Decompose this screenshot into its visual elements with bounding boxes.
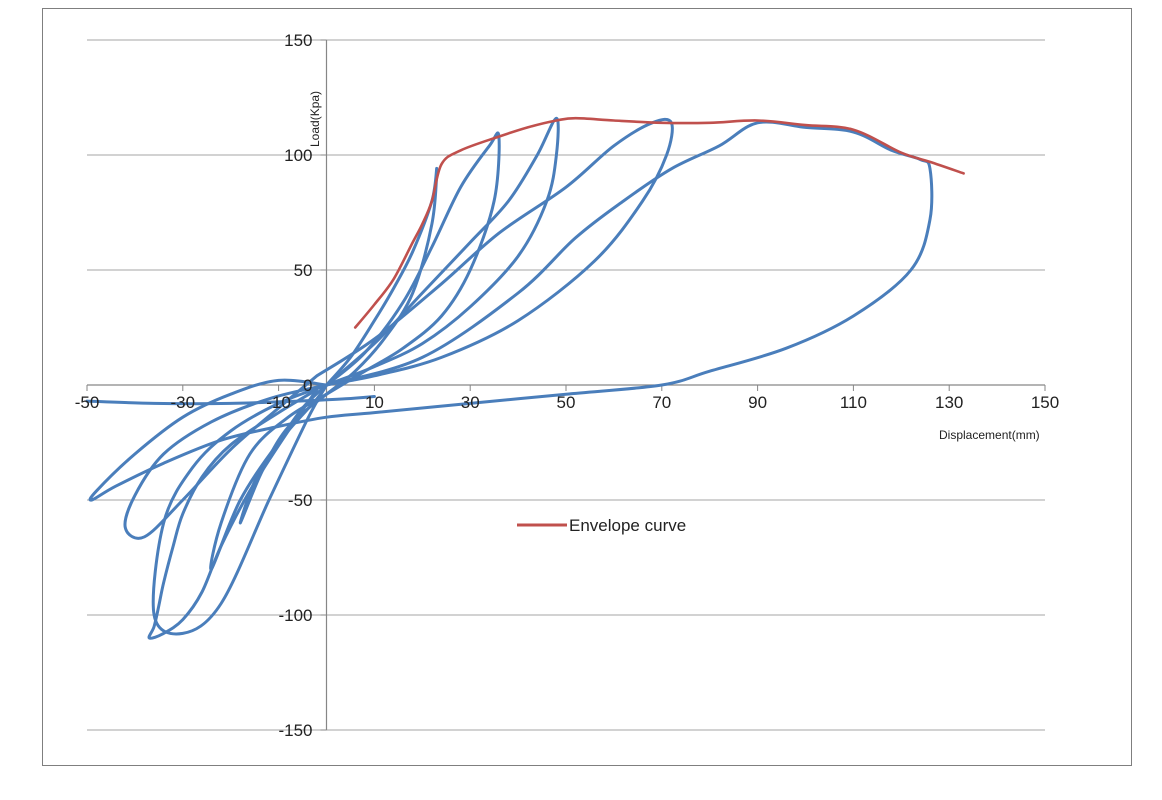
hysteresis-loop-line <box>123 117 674 540</box>
y-tick-label: 0 <box>303 376 312 395</box>
hysteresis-loop-line <box>85 395 376 406</box>
hysteresis-loop-line <box>88 120 934 502</box>
hysteresis-chart: -50 -30 -10 10 30 50 70 90 110 130 150 150 100 50 0 -50… <box>75 31 1059 740</box>
axis-layer <box>86 39 1046 731</box>
x-tick-label: 70 <box>652 393 671 412</box>
y-tick-label: 100 <box>284 146 312 165</box>
y-tick-label: -150 <box>278 721 312 740</box>
envelope-curve-line <box>353 116 965 329</box>
hysteresis-loops <box>85 116 934 640</box>
x-axis-title: Displacement(mm) <box>939 428 1040 442</box>
envelope-layer <box>353 116 965 329</box>
y-tick-label: 150 <box>284 31 312 50</box>
x-tick-label: 30 <box>461 393 480 412</box>
x-tick-label: -10 <box>266 393 291 412</box>
x-tick-label: -30 <box>171 393 196 412</box>
y-tick-label: -100 <box>278 606 312 625</box>
hysteresis-loop-line <box>209 131 501 571</box>
legend: Envelope curve <box>517 516 686 535</box>
legend-label-envelope: Envelope curve <box>569 516 686 535</box>
hysteresis-loop-line <box>147 388 319 640</box>
tick-labels: -50 -30 -10 10 30 50 70 90 110 130 150 150 100 50 0 -50… <box>75 31 1059 740</box>
x-tick-label: 90 <box>748 393 767 412</box>
x-tick-label: -50 <box>75 393 100 412</box>
y-tick-label: -50 <box>288 491 313 510</box>
x-tick-label: 110 <box>840 393 867 412</box>
x-tick-label: 150 <box>1031 393 1059 412</box>
chart-frame: -50 -30 -10 10 30 50 70 90 110 130 150 150 100 50 0 -50… <box>42 8 1132 766</box>
hysteresis-loop-line <box>151 116 560 636</box>
x-tick-label: 130 <box>935 393 963 412</box>
x-tick-label: 50 <box>557 393 576 412</box>
y-tick-label: 50 <box>294 261 313 280</box>
x-tick-label: 10 <box>365 393 384 412</box>
y-axis-title: Load(Kpa) <box>308 91 322 147</box>
